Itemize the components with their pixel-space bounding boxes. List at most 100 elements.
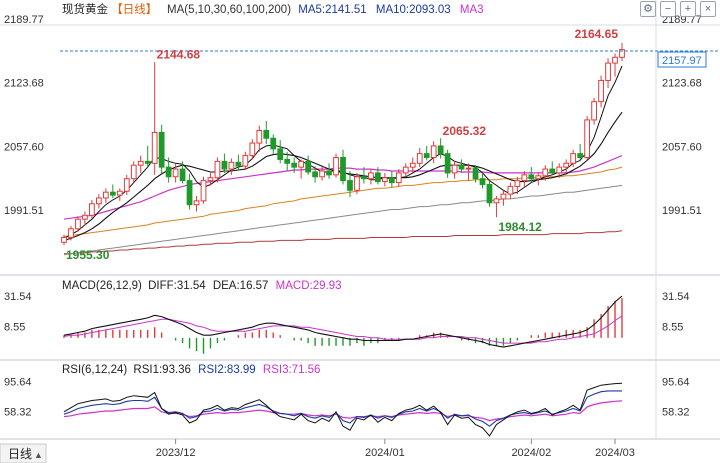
price-annotation: 1955.30 bbox=[66, 248, 110, 262]
x-tick-label: 2024/03 bbox=[595, 447, 635, 459]
candle-body bbox=[186, 180, 193, 206]
caret-up-icon: ▲ bbox=[34, 450, 43, 460]
candle-body bbox=[479, 178, 486, 185]
candle-body bbox=[361, 176, 367, 180]
candle-body bbox=[500, 193, 507, 200]
candle-body bbox=[423, 153, 430, 159]
candle-body bbox=[89, 203, 95, 216]
candle-body bbox=[556, 166, 563, 174]
price-y-tick-label-right: 2189.77 bbox=[662, 14, 702, 26]
current-price-box bbox=[657, 51, 707, 68]
candle-body bbox=[437, 145, 444, 155]
settings-icon[interactable]: ⚙ bbox=[640, 1, 656, 17]
candle-body bbox=[312, 171, 318, 178]
candle-body bbox=[130, 164, 137, 180]
candle-body bbox=[82, 214, 88, 220]
candle-body bbox=[465, 167, 472, 170]
rsi-y-tick-label-left: 58.32 bbox=[4, 407, 32, 419]
candle-body bbox=[326, 170, 332, 176]
candle-body bbox=[165, 166, 172, 178]
macd-y-tick-label-right: 8.55 bbox=[662, 322, 683, 334]
candle-body bbox=[507, 185, 514, 195]
candle-body bbox=[451, 164, 458, 174]
candle-body bbox=[430, 145, 437, 159]
candle-body bbox=[444, 153, 451, 174]
candle-body bbox=[570, 153, 577, 164]
candle-body bbox=[179, 168, 186, 182]
candle-body bbox=[200, 180, 207, 202]
candle-body bbox=[416, 153, 423, 164]
rsi3-line bbox=[63, 400, 623, 422]
candle-body bbox=[158, 131, 165, 168]
rsi2-line bbox=[63, 390, 622, 427]
candle-body bbox=[368, 172, 374, 180]
candle-body bbox=[528, 174, 535, 180]
price-y-tick-label-left: 2189.77 bbox=[4, 14, 44, 26]
candle-body bbox=[486, 183, 493, 204]
toolbar-icons: ⚙ − + × bbox=[640, 1, 716, 17]
macd-y-tick-label-right: 31.54 bbox=[662, 291, 690, 303]
candle-body bbox=[584, 119, 590, 159]
rsi-y-tick-label-right: 95.64 bbox=[662, 377, 690, 389]
candle-body bbox=[605, 62, 611, 81]
candle-body bbox=[235, 161, 242, 167]
price-y-tick-label-left: 2123.68 bbox=[4, 78, 44, 90]
price-annotation: 2065.32 bbox=[443, 124, 487, 138]
candle-body bbox=[75, 218, 81, 230]
rsi-legend: RSI(6,12,24) RSI1:93.36 RSI2:83.99 RSI3:… bbox=[62, 364, 320, 376]
candle-body bbox=[228, 161, 235, 170]
macd-dea-line bbox=[63, 315, 623, 344]
candle-body bbox=[256, 130, 263, 144]
candle-body bbox=[214, 160, 221, 179]
candle-body bbox=[577, 153, 584, 159]
current-price-label: 2157.97 bbox=[662, 55, 702, 67]
instrument-title: 现货黄金 【日线】 bbox=[62, 2, 157, 16]
macd-legend: MACD(26,12,9) DIFF:31.54 DEA:16.57 MACD:… bbox=[62, 280, 342, 292]
plus-icon[interactable]: + bbox=[680, 1, 696, 17]
period-button[interactable] bbox=[0, 443, 47, 463]
candle-body bbox=[591, 101, 597, 121]
ma-legend: MA(5,10,30,60,100,200) MA5:2141.51 MA10:… bbox=[167, 4, 484, 16]
candle-body bbox=[612, 56, 618, 64]
candle-body bbox=[284, 158, 291, 164]
candle-body bbox=[402, 166, 409, 174]
x-tick-label: 2023/12 bbox=[156, 447, 196, 459]
candle-body bbox=[151, 131, 158, 164]
candle-body bbox=[388, 177, 395, 184]
macd-diff-line bbox=[63, 295, 623, 348]
candle-body bbox=[535, 175, 542, 180]
candle-body bbox=[298, 160, 305, 168]
candle-body bbox=[137, 160, 144, 166]
price-y-tick-label-right: 1991.51 bbox=[662, 205, 702, 217]
ma100-line bbox=[63, 184, 623, 256]
candle-body bbox=[340, 157, 346, 182]
candle-body bbox=[68, 228, 74, 238]
candle-body bbox=[333, 157, 339, 176]
minus-icon[interactable]: − bbox=[660, 1, 676, 17]
candle-body bbox=[249, 142, 256, 157]
rsi-y-tick-label-left: 95.64 bbox=[4, 377, 32, 389]
macd-y-tick-label-left: 8.55 bbox=[4, 322, 25, 334]
candle-body bbox=[549, 168, 556, 174]
price-y-tick-label-left: 1991.51 bbox=[4, 205, 44, 217]
price-y-tick-label-left: 2057.60 bbox=[4, 141, 44, 153]
candle-body bbox=[458, 164, 465, 170]
candle-body bbox=[242, 155, 249, 167]
candle-body bbox=[354, 176, 360, 191]
candle-body bbox=[291, 162, 298, 168]
candle-body bbox=[493, 198, 500, 204]
rsi1-line bbox=[63, 382, 623, 437]
candle-body bbox=[305, 160, 311, 173]
candle-body bbox=[319, 170, 325, 178]
candle-body bbox=[61, 236, 67, 243]
price-y-tick-label-right: 2057.60 bbox=[662, 141, 702, 153]
candle-body bbox=[375, 172, 381, 183]
period-button-label: 日线 bbox=[8, 447, 32, 461]
close-icon[interactable]: × bbox=[700, 1, 716, 17]
candle-body bbox=[193, 200, 200, 206]
price-annotation: 1984.12 bbox=[498, 220, 542, 234]
candle-body bbox=[542, 168, 549, 177]
price-annotation: 2164.65 bbox=[575, 27, 619, 41]
rsi-y-tick-label-right: 58.32 bbox=[662, 407, 690, 419]
